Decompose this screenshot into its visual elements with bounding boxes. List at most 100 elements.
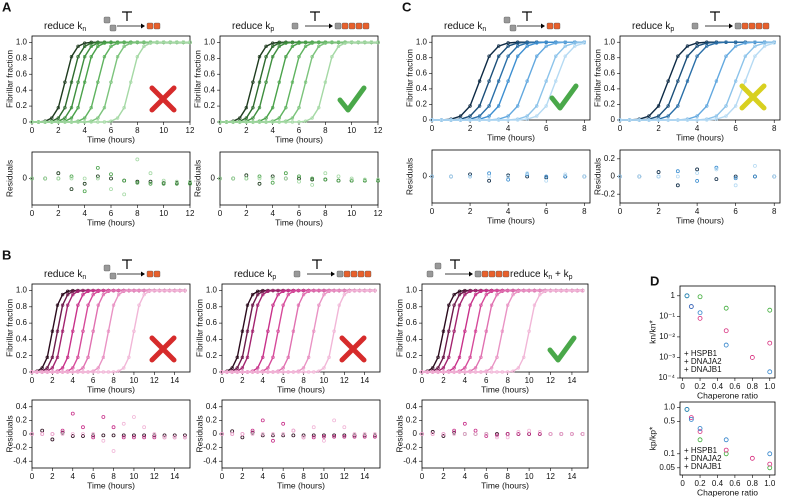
y-tick-label: 0.5 xyxy=(664,416,676,425)
data-point xyxy=(723,328,729,334)
schematic-block xyxy=(355,22,363,30)
data-point xyxy=(563,44,567,48)
data-point xyxy=(373,288,377,293)
data-point xyxy=(489,289,494,294)
data-point xyxy=(152,288,157,293)
data-point xyxy=(277,44,281,49)
data-point xyxy=(580,432,585,436)
x-tick-label: 6 xyxy=(544,124,549,133)
data-point xyxy=(281,421,286,426)
x-tick-label: 2 xyxy=(441,472,446,481)
data-point xyxy=(695,41,699,45)
data-point xyxy=(297,105,301,110)
data-point xyxy=(312,288,316,293)
y-tick-label: 0.1 xyxy=(664,449,676,458)
data-point xyxy=(368,288,372,293)
x-axis-label: Time (hours) xyxy=(275,217,323,227)
data-point xyxy=(452,432,457,436)
data-point xyxy=(264,80,268,84)
x-tick-label: 12 xyxy=(340,472,349,481)
fit-line xyxy=(422,289,583,373)
data-point xyxy=(71,366,75,370)
schematic-block xyxy=(336,270,344,278)
data-point xyxy=(95,165,100,170)
data-point xyxy=(506,54,510,58)
data-point xyxy=(343,41,347,45)
data-point xyxy=(573,44,577,48)
data-point xyxy=(270,176,275,181)
schematic-block xyxy=(553,22,561,30)
data-point xyxy=(473,428,478,433)
schematic-block xyxy=(748,22,756,30)
x-tick-label: 0 xyxy=(218,126,223,135)
y-tick-label: -0.2 xyxy=(403,443,417,452)
data-point xyxy=(733,183,738,188)
fit-line xyxy=(620,41,775,121)
data-point xyxy=(441,434,446,438)
data-point xyxy=(468,104,472,108)
data-point xyxy=(35,370,39,374)
title-part: reduce k xyxy=(632,21,671,32)
data-point xyxy=(332,329,336,333)
data-point xyxy=(479,355,483,360)
data-point xyxy=(245,329,250,333)
data-point xyxy=(69,80,74,84)
y-tick-label: 0.2 xyxy=(604,100,616,109)
data-point xyxy=(733,174,738,179)
data-point xyxy=(220,432,224,436)
data-point xyxy=(129,41,133,45)
y-tick-label: 0 xyxy=(213,367,218,376)
schematic-block xyxy=(348,22,356,30)
data-point xyxy=(477,79,482,83)
y-tick-label: 0.2 xyxy=(206,351,218,360)
data-point xyxy=(449,118,453,122)
data-point xyxy=(322,434,326,439)
data-point xyxy=(91,432,96,436)
data-point xyxy=(522,288,526,293)
x-tick-label: 0.6 xyxy=(729,479,741,488)
data-point xyxy=(705,44,709,48)
data-point xyxy=(260,418,265,423)
data-point xyxy=(155,40,159,45)
y-axis-label: kp/kp* xyxy=(647,426,657,450)
data-point xyxy=(537,430,542,434)
data-point xyxy=(676,79,680,83)
data-point xyxy=(60,428,65,433)
data-point xyxy=(522,355,526,360)
data-point xyxy=(723,342,729,348)
x-tick-label: 0.6 xyxy=(729,382,741,391)
y-tick-label: 0.2 xyxy=(416,100,428,109)
data-point xyxy=(281,289,285,294)
data-point xyxy=(183,433,187,438)
data-point xyxy=(71,289,75,294)
y-tick-label: 0.2 xyxy=(16,351,28,360)
data-point xyxy=(251,120,255,124)
x-tick-label: 4 xyxy=(82,209,87,218)
verdict-cross xyxy=(149,335,177,363)
data-point xyxy=(506,177,511,182)
y-tick-label: 0 xyxy=(23,117,28,126)
panel-title: reduce kn + kp xyxy=(510,269,573,282)
data-point xyxy=(496,54,501,58)
data-point xyxy=(317,288,321,293)
data-point xyxy=(441,366,446,370)
data-point xyxy=(276,370,280,374)
x-axis-label: Time (hours) xyxy=(487,215,535,225)
data-point xyxy=(457,289,462,294)
data-point xyxy=(463,370,467,374)
data-point xyxy=(462,432,467,436)
data-point xyxy=(306,355,311,360)
data-point xyxy=(505,303,510,307)
data-point xyxy=(238,116,242,120)
x-tick-label: 8 xyxy=(301,376,306,385)
data-point xyxy=(121,435,126,440)
data-point xyxy=(89,120,93,124)
data-point xyxy=(284,120,288,124)
data-point xyxy=(582,174,587,179)
data-point xyxy=(420,432,424,436)
x-tick-label: 0 xyxy=(420,376,425,385)
x-tick-label: 12 xyxy=(546,472,555,481)
data-point xyxy=(452,292,456,297)
x-tick-label: 12 xyxy=(150,472,159,481)
schematic-block xyxy=(109,24,117,32)
